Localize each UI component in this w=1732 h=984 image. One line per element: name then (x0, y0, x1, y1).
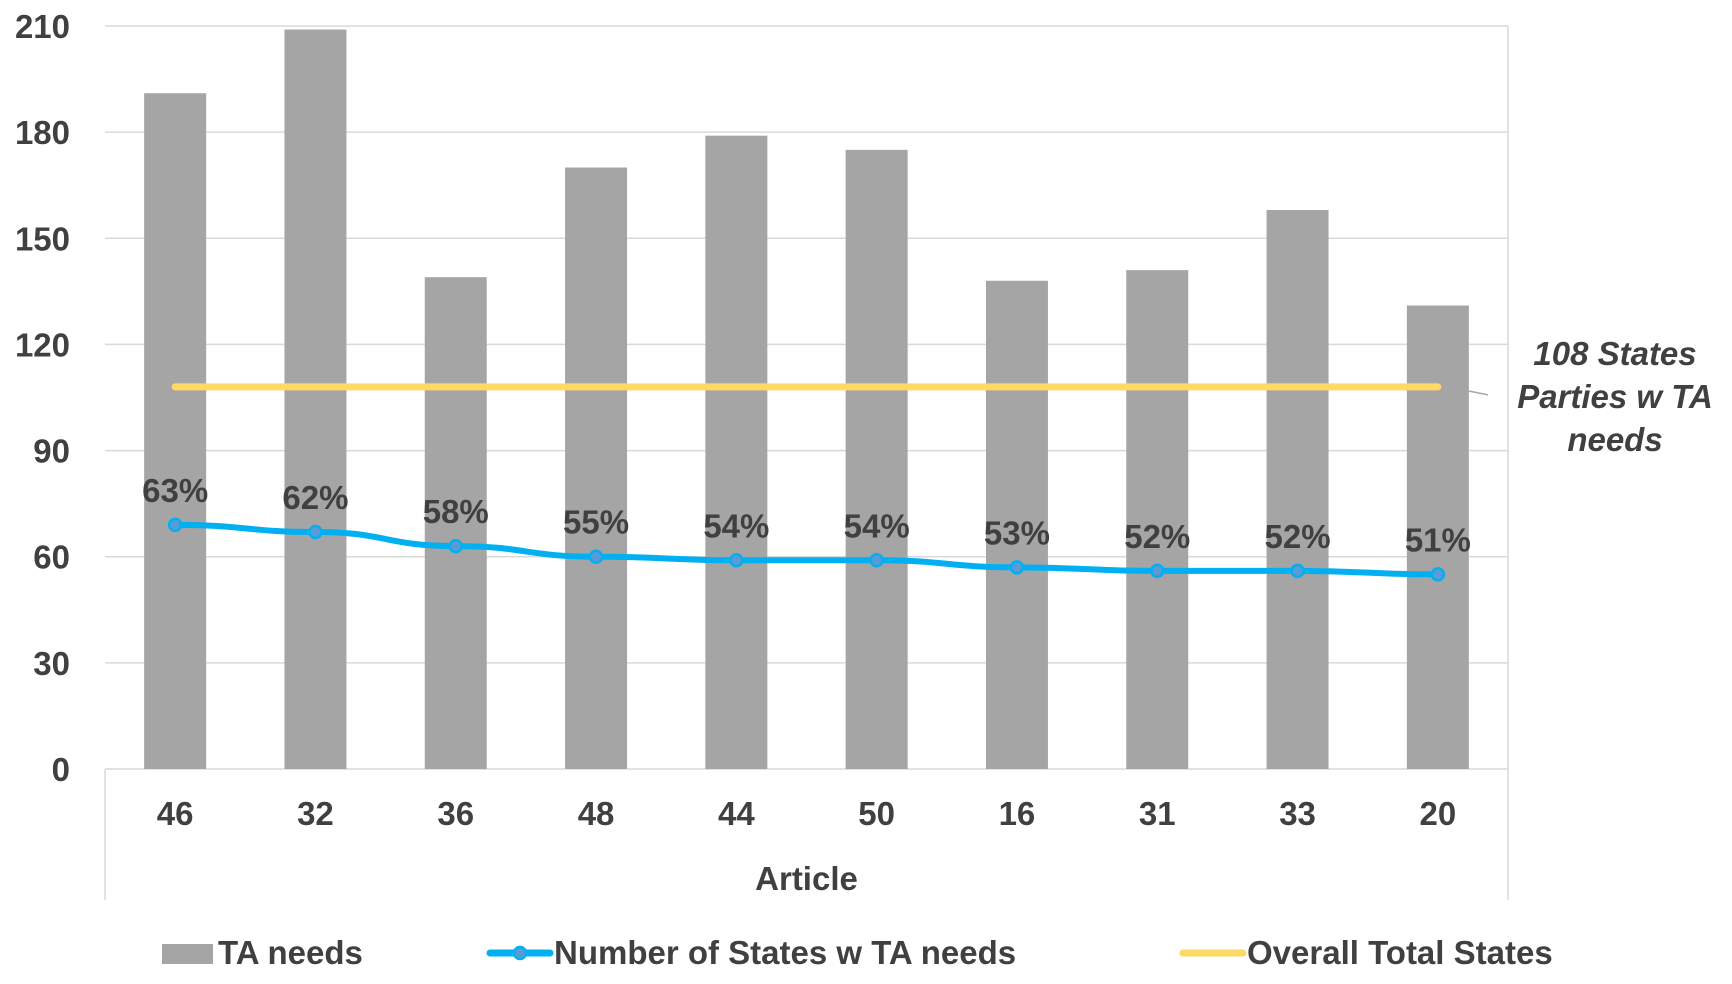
data-label: 58% (423, 493, 489, 530)
y-tick-label: 60 (33, 539, 70, 576)
x-tick-label: 50 (858, 795, 895, 832)
x-tick-label: 32 (297, 795, 334, 832)
y-tick-label: 150 (15, 220, 70, 257)
line-point-32 (308, 524, 323, 540)
x-tick-label: 44 (718, 795, 755, 832)
legend-label: Overall Total States (1247, 934, 1553, 971)
y-tick-label: 180 (15, 114, 70, 151)
y-tick-label: 30 (33, 645, 70, 682)
line-point-48 (588, 549, 604, 564)
bar-series (144, 29, 1469, 770)
x-tick-label: 46 (157, 795, 194, 832)
annotation-text: 108 States (1533, 335, 1696, 372)
plot-frame (104, 26, 1509, 900)
annotation-leader (1447, 386, 1489, 396)
x-tick-label: 20 (1419, 795, 1456, 832)
x-axis-title: Article (755, 860, 858, 897)
data-label: 63% (142, 472, 208, 509)
bar-32 (284, 29, 347, 770)
x-tick-label: 31 (1139, 795, 1176, 832)
bar-31 (1126, 270, 1189, 769)
x-tick-label: 36 (437, 795, 474, 832)
x-tick-label: 33 (1279, 795, 1316, 832)
axes: 0 30 60 90 120 150 180 210 46 32 36 48 44 50 16 31 33 20 A… (15, 8, 1456, 897)
bar-20 (1406, 305, 1469, 769)
data-labels: 63% 62% 58% 55% 54% 54% 53% 52% 52% 51% (142, 472, 1471, 559)
data-label: 55% (563, 504, 629, 541)
y-tick-label: 90 (33, 433, 70, 470)
annotation: 108 States Parties w TA needs (1447, 335, 1713, 458)
legend: TA needs Number of States w TA needs Overa… (162, 934, 1553, 971)
y-tick-label: 120 (15, 326, 70, 363)
bar-36 (424, 277, 487, 769)
annotation-text: Parties w TA (1517, 378, 1713, 415)
line-point-33 (1290, 563, 1305, 579)
bar-46 (144, 93, 207, 769)
legend-label: Number of States w TA needs (554, 934, 1016, 971)
y-tick-label: 0 (52, 751, 70, 788)
line-point-50 (869, 553, 884, 568)
line-point-36 (448, 538, 463, 554)
line-point-46 (167, 517, 183, 533)
line-point-16 (1009, 560, 1025, 575)
annotation-text: needs (1567, 421, 1662, 458)
data-label: 52% (1265, 518, 1331, 555)
line-number-of-states (172, 521, 1441, 578)
data-label: 54% (844, 507, 910, 544)
line-point-20 (1430, 567, 1446, 582)
data-label: 52% (1124, 518, 1190, 555)
y-tick-label: 210 (15, 8, 70, 45)
bar-44 (705, 135, 768, 769)
bar-33 (1266, 209, 1329, 769)
line-point-31 (1150, 563, 1165, 579)
data-label: 62% (282, 479, 348, 516)
legend-marker (512, 945, 528, 961)
data-label: 54% (703, 507, 769, 544)
data-label: 53% (984, 514, 1050, 551)
bar-48 (565, 167, 628, 769)
data-label: 51% (1405, 521, 1471, 558)
line-point-44 (729, 553, 744, 568)
legend-label: TA needs (218, 934, 363, 971)
x-tick-label: 16 (999, 795, 1036, 832)
x-tick-label: 48 (578, 795, 615, 832)
legend-swatch-ta-needs (162, 944, 213, 964)
bar-16 (985, 280, 1048, 769)
bar-50 (845, 149, 908, 770)
line-series (167, 383, 1446, 582)
